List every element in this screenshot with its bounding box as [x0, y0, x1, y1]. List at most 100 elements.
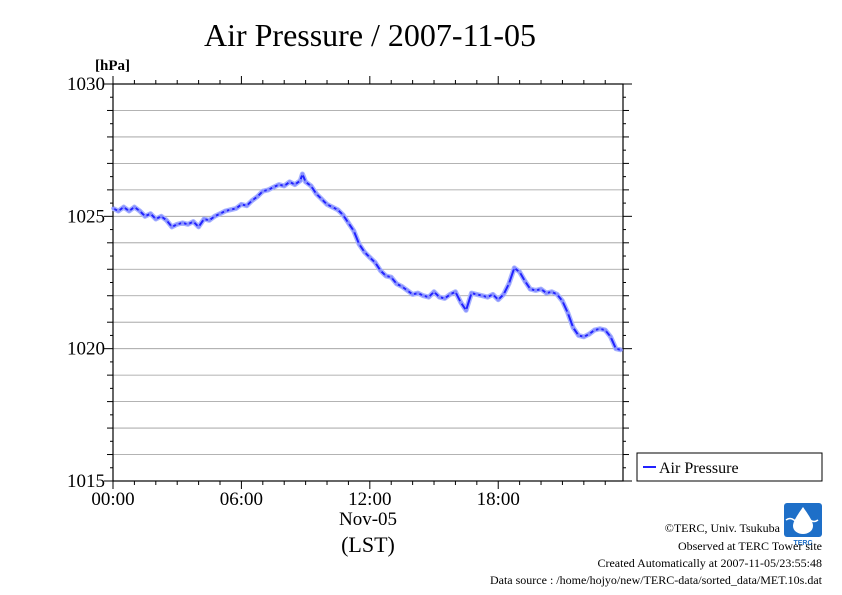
- data-point: [469, 291, 474, 295]
- y-tick-label: 1030: [67, 74, 105, 95]
- data-point: [181, 221, 185, 225]
- credit-copyright: ©TERC, Univ. Tsukuba: [665, 521, 781, 535]
- data-point: [288, 180, 292, 184]
- legend: Air Pressure: [636, 452, 823, 482]
- data-point: [170, 225, 174, 229]
- x-tick-label: 06:00: [220, 489, 263, 510]
- data-point: [314, 192, 318, 196]
- data-point: [213, 214, 217, 218]
- data-point: [197, 225, 201, 229]
- data-point: [250, 198, 254, 203]
- chart-title: Air Pressure / 2007-11-05: [204, 17, 536, 53]
- data-point: [566, 311, 570, 315]
- data-point: [592, 328, 597, 332]
- gridlines: [113, 110, 623, 455]
- data-point: [576, 333, 581, 337]
- data-point: [229, 208, 233, 212]
- data-point: [619, 348, 623, 352]
- data-point: [378, 269, 383, 273]
- series-line-halo: [111, 171, 622, 353]
- data-point: [261, 189, 265, 193]
- plot-frame: [112, 83, 624, 482]
- data-point: [459, 300, 463, 304]
- data-point: [239, 202, 243, 206]
- y-tick-label: 1015: [67, 471, 105, 492]
- data-point: [614, 347, 618, 351]
- data-point: [555, 292, 559, 296]
- credit-observed: Observed at TERC Tower site: [678, 539, 822, 553]
- x-tick-label: 12:00: [348, 489, 391, 510]
- data-point: [362, 250, 367, 254]
- data-point: [330, 205, 334, 209]
- y-tick-label: 1025: [67, 206, 105, 227]
- data-point: [175, 222, 179, 226]
- data-point: [609, 335, 613, 339]
- data-point: [127, 209, 131, 213]
- data-point: [464, 308, 468, 312]
- data-point: [218, 212, 222, 216]
- data-point: [266, 188, 270, 192]
- data-point: [582, 335, 586, 339]
- data-point: [164, 218, 169, 222]
- x-tick-label: 18:00: [477, 489, 520, 510]
- x-tick-label: 00:00: [91, 489, 134, 510]
- data-point: [539, 287, 543, 291]
- data-point: [336, 208, 340, 212]
- data-point: [405, 288, 409, 292]
- data-point: [512, 266, 516, 270]
- data-point: [300, 172, 304, 176]
- data-point: [271, 185, 276, 189]
- water-drop-icon: [793, 507, 813, 534]
- y-axis-ticks: 1030 1025 1020 1015: [67, 74, 632, 492]
- data-point: [400, 284, 404, 289]
- data-point: [598, 327, 602, 331]
- data-point: [427, 295, 431, 299]
- data-point: [437, 295, 441, 299]
- series-air-pressure: [111, 171, 623, 353]
- x-axis-date-label: Nov-05: [339, 509, 397, 530]
- data-point: [154, 217, 158, 221]
- y-axis-unit-label: [hPa]: [95, 58, 130, 74]
- data-point: [523, 279, 527, 283]
- credit-source: Data source : /home/hojyo/new/TERC-data/…: [490, 573, 823, 587]
- data-point: [544, 291, 549, 295]
- data-point: [148, 212, 153, 216]
- data-point: [234, 206, 238, 210]
- data-point: [389, 275, 393, 279]
- data-point: [132, 205, 136, 209]
- data-point: [384, 274, 388, 278]
- data-point: [550, 290, 554, 294]
- legend-box: [636, 452, 823, 482]
- logo-text: TERC: [793, 540, 812, 547]
- data-point: [191, 220, 195, 224]
- data-point: [448, 292, 452, 296]
- data-point: [485, 295, 490, 299]
- credit-created: Created Automatically at 2007-11-05/23:5…: [597, 556, 822, 570]
- data-point: [277, 183, 281, 187]
- data-point: [560, 299, 565, 303]
- data-point: [186, 222, 190, 226]
- data-point: [298, 179, 302, 183]
- data-point: [496, 298, 500, 302]
- data-point: [352, 229, 356, 233]
- data-point: [480, 294, 484, 298]
- data-point: [122, 205, 126, 209]
- data-point: [116, 209, 120, 213]
- data-point: [207, 218, 211, 222]
- data-point: [507, 282, 511, 286]
- data-point: [416, 291, 420, 295]
- series-line: [112, 173, 622, 351]
- data-point: [357, 242, 361, 246]
- legend-label: Air Pressure: [659, 460, 739, 477]
- data-point: [502, 292, 506, 296]
- data-point: [528, 287, 532, 291]
- terc-logo: TERC: [784, 503, 822, 547]
- data-point: [571, 325, 575, 330]
- data-point: [293, 183, 297, 187]
- y-tick-label: 1020: [67, 339, 105, 360]
- data-point: [443, 296, 447, 300]
- data-point: [341, 213, 345, 217]
- data-point: [304, 180, 308, 184]
- data-point: [245, 204, 249, 208]
